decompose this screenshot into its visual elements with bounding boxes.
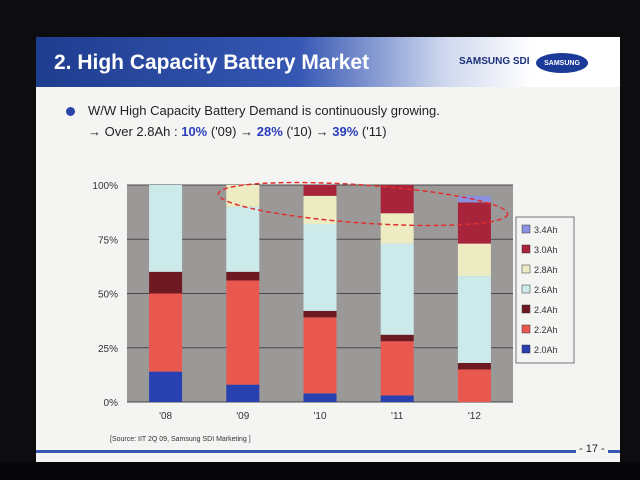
audience-silhouette (0, 462, 640, 480)
highlight-ellipse (217, 181, 509, 227)
growth-prefix: → Over 2.8Ah : (88, 124, 178, 139)
legend-swatch (521, 244, 531, 254)
bar-segment (226, 384, 260, 402)
x-tick-label: '10 (313, 411, 326, 422)
bar-segment (380, 243, 414, 335)
slide-title: 2. High Capacity Battery Market (54, 51, 370, 74)
legend-swatch (521, 284, 531, 294)
logo-text: SAMSUNG (544, 59, 580, 67)
legend-swatch (521, 224, 531, 234)
bar-segment (149, 185, 183, 272)
legend-swatch (521, 264, 531, 274)
growth-value-09: 10% (181, 124, 208, 139)
y-tick-label: 25% (98, 344, 118, 355)
growth-value-11: 39% (332, 124, 359, 139)
bullet-icon (66, 107, 75, 116)
arrow-icon: → (240, 124, 254, 139)
bar-segment (303, 317, 337, 394)
y-tick-label: 0% (104, 398, 119, 409)
stacked-bar-chart: 0% 25% 50% 75% 100% '08 '09 '10 '11 '12 3.4Ah 3.0… (92, 181, 575, 443)
legend-label: 2.4Ah (534, 305, 558, 315)
bar-segment (303, 393, 337, 402)
bar-segment (303, 310, 337, 318)
bullet-text: W/W High Capacity Battery Demand is cont… (88, 103, 440, 118)
legend-label: 2.8Ah (534, 265, 558, 275)
x-tick-label: '11 (391, 411, 404, 422)
y-tick-label: 50% (98, 290, 118, 301)
growth-value-10: 28% (256, 124, 283, 139)
bar-segment (457, 276, 491, 363)
x-axis-ticks: '08 '09 '10 '11 '12 (159, 411, 481, 422)
growth-year-10: ('10) (286, 124, 312, 139)
bar-segment (149, 371, 183, 402)
y-tick-label: 100% (92, 181, 118, 192)
y-tick-label: 75% (98, 235, 118, 246)
legend-label: 3.4Ah (534, 225, 558, 235)
bar-segment (380, 334, 414, 342)
x-tick-label: '09 (236, 411, 249, 422)
growth-line: → Over 2.8Ah : 10% ('09) → 28% ('10) → 3… (88, 124, 387, 139)
legend-label: 2.0Ah (534, 345, 558, 355)
legend-swatch (521, 324, 531, 334)
bar-segment (226, 280, 260, 385)
bar-segment (149, 293, 183, 372)
x-tick-label: '12 (468, 411, 481, 422)
bar-segment (303, 185, 337, 196)
bar-segment (457, 243, 491, 277)
bar-segment (226, 185, 260, 207)
bar-segment (303, 224, 337, 311)
legend-swatch (521, 304, 531, 314)
bars (149, 185, 491, 402)
bar-segment (149, 271, 183, 294)
legend: 3.4Ah 3.0Ah 2.8Ah 2.6Ah 2.4Ah 2.2Ah 2.0Ah (515, 216, 575, 364)
x-tick-label: '08 (159, 411, 172, 422)
bar-segment (380, 395, 414, 402)
legend-label: 2.2Ah (534, 325, 558, 335)
source-note: [Source: IIT 2Q 09, Samsung SDI Marketin… (110, 436, 251, 443)
page-number: - 17 - (576, 443, 608, 455)
bar-segment (380, 213, 414, 244)
slide: 2. High Capacity Battery Market SAMSUNG … (36, 37, 620, 462)
y-axis-ticks: 0% 25% 50% 75% 100% (92, 181, 118, 409)
growth-year-11: ('11) (361, 124, 387, 139)
legend-label: 3.0Ah (534, 245, 558, 255)
samsung-logo: SAMSUNG (536, 53, 588, 73)
bar-segment (457, 369, 491, 402)
arrow-icon: → (315, 124, 329, 139)
legend-swatch (521, 344, 531, 354)
growth-year-09: ('09) (210, 124, 237, 139)
bar-segment (380, 341, 414, 396)
bar-segment (457, 362, 491, 370)
bar-segment (226, 271, 260, 281)
title-bar: 2. High Capacity Battery Market SAMSUNG … (36, 37, 620, 87)
bar-segment (303, 195, 337, 225)
legend-label: 2.6Ah (534, 285, 558, 295)
brand-name: SAMSUNG SDI (459, 56, 530, 67)
footer-line (36, 450, 620, 453)
bar-segment (226, 206, 260, 272)
